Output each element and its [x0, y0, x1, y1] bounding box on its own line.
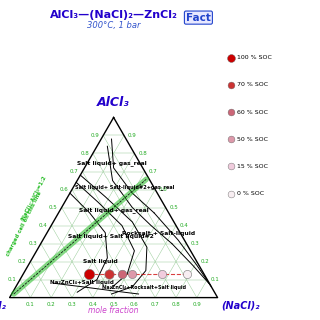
Point — [229, 164, 234, 169]
Text: ZnCl₂: ZnCl₂ — [0, 301, 6, 311]
Point — [130, 272, 135, 277]
Text: 0.2: 0.2 — [47, 302, 56, 308]
Text: Na₂ZnCl₄+Salt liquid: Na₂ZnCl₄+Salt liquid — [50, 280, 114, 285]
Text: 15 % SOC: 15 % SOC — [237, 164, 268, 169]
Text: Salt liquid+ gas_real: Salt liquid+ gas_real — [79, 207, 148, 213]
Text: (NaCl)₂: (NaCl)₂ — [221, 301, 259, 311]
Text: 0.8: 0.8 — [138, 151, 147, 156]
Text: 0.6: 0.6 — [130, 302, 139, 308]
Text: 0.4: 0.4 — [180, 223, 188, 228]
Text: 0.5: 0.5 — [170, 205, 178, 210]
Text: 300°C, 1 bar: 300°C, 1 bar — [87, 21, 140, 30]
Text: 50 % SOC: 50 % SOC — [237, 137, 268, 142]
Point — [107, 272, 112, 277]
Text: 0.9: 0.9 — [91, 133, 99, 138]
Text: Rocksalt + Salt-liquid: Rocksalt + Salt-liquid — [122, 230, 195, 236]
Point — [229, 191, 234, 196]
Point — [229, 55, 234, 60]
Text: 0.1: 0.1 — [7, 277, 16, 282]
Text: 0.2: 0.2 — [201, 259, 209, 264]
Text: AlCl₃: AlCl₃ — [97, 96, 130, 109]
Text: 0.5: 0.5 — [49, 205, 58, 210]
Text: 0 % SOC: 0 % SOC — [237, 191, 264, 196]
Text: 70 % SOC: 70 % SOC — [237, 82, 268, 87]
Point — [229, 137, 234, 142]
Text: Salt liquid: Salt liquid — [83, 260, 117, 264]
Text: 0.3: 0.3 — [28, 241, 37, 246]
Text: mole fraction: mole fraction — [88, 306, 139, 315]
Text: 0.5: 0.5 — [109, 302, 118, 308]
Text: 60 % SOC: 60 % SOC — [237, 109, 268, 115]
Text: Na₂ZnCl₄+Rocksalt+Salt liquid: Na₂ZnCl₄+Rocksalt+Salt liquid — [102, 285, 186, 290]
Text: 0.7: 0.7 — [151, 302, 160, 308]
Text: charged cell on this line: charged cell on this line — [5, 191, 43, 257]
Point — [119, 272, 124, 277]
Text: 0.8: 0.8 — [172, 302, 180, 308]
Text: 0.7: 0.7 — [149, 169, 157, 174]
Text: 0.1: 0.1 — [211, 277, 220, 282]
Text: Salt liquid+ gas_real: Salt liquid+ gas_real — [77, 160, 146, 166]
Text: 0.4: 0.4 — [39, 223, 47, 228]
Text: 0.6: 0.6 — [60, 187, 68, 192]
Text: AlCl₃—(NaCl)₂—ZnCl₂: AlCl₃—(NaCl)₂—ZnCl₂ — [50, 10, 178, 20]
Text: (NaCl)₂:AlCl₃=1:2: (NaCl)₂:AlCl₃=1:2 — [20, 175, 47, 222]
Text: Salt liquid+ Salt liquid#2: Salt liquid+ Salt liquid#2 — [68, 234, 153, 239]
Text: 0.8: 0.8 — [80, 151, 89, 156]
Text: Fact: Fact — [186, 12, 211, 23]
Text: 0.1: 0.1 — [26, 302, 35, 308]
Text: 0.7: 0.7 — [70, 169, 78, 174]
Point — [229, 109, 234, 115]
Point — [185, 272, 190, 277]
Text: 0.3: 0.3 — [68, 302, 76, 308]
Text: 100 % SOC: 100 % SOC — [237, 55, 272, 60]
Point — [86, 272, 91, 277]
Text: 0.4: 0.4 — [88, 302, 97, 308]
Point — [229, 82, 234, 87]
Text: Salt liquid+ Salt-liquid#2+gas_real: Salt liquid+ Salt-liquid#2+gas_real — [75, 184, 175, 189]
Text: 0.3: 0.3 — [190, 241, 199, 246]
Point — [160, 272, 165, 277]
Text: 0.9: 0.9 — [192, 302, 201, 308]
Text: 0.6: 0.6 — [159, 187, 168, 192]
Text: 0.9: 0.9 — [128, 133, 137, 138]
Text: 0.2: 0.2 — [18, 259, 27, 264]
